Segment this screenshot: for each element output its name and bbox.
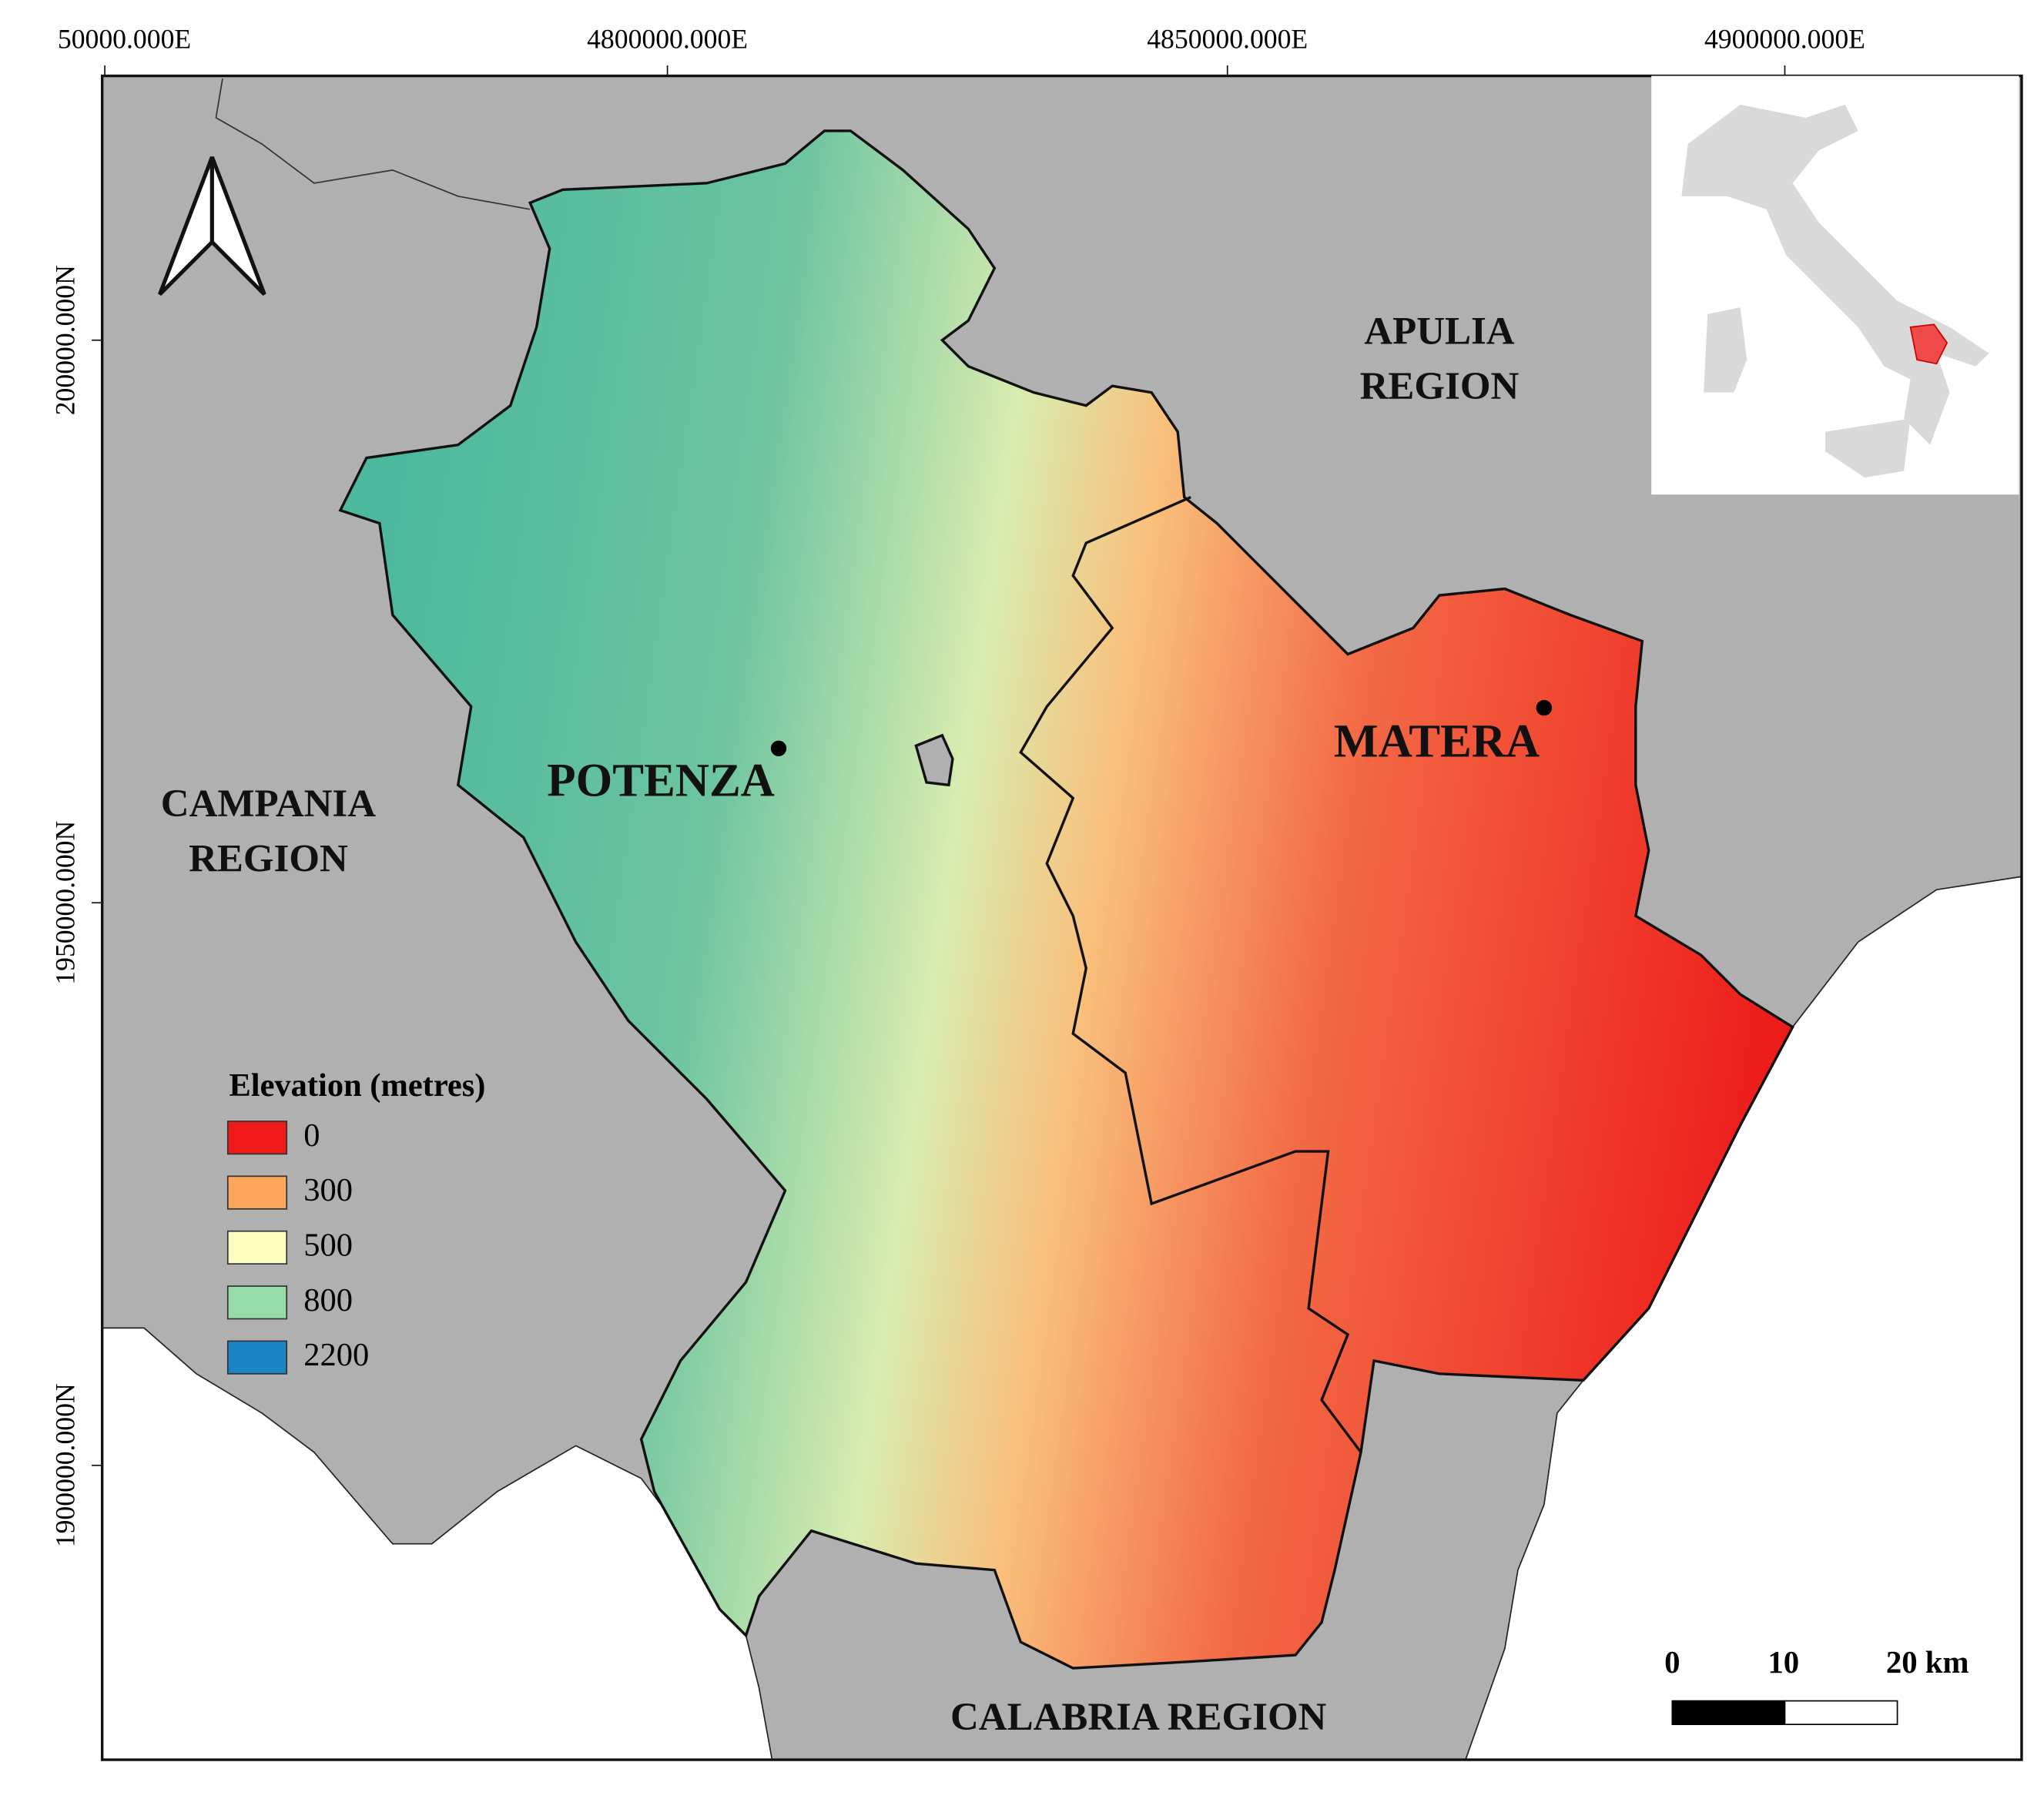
legend-label: 2200 xyxy=(303,1337,369,1373)
region-label: CAMPANIA xyxy=(161,782,376,826)
legend-swatch xyxy=(226,1340,288,1375)
inset-italy xyxy=(1681,104,1989,445)
grid-label: 4850000.000E xyxy=(1147,24,1308,55)
legend-swatch xyxy=(226,1230,288,1265)
scale-bar-label: 10 xyxy=(1768,1645,1799,1680)
legend-swatch xyxy=(226,1175,288,1210)
sea xyxy=(101,1327,773,1760)
legend-label: 800 xyxy=(303,1282,353,1318)
map-frame xyxy=(100,74,2023,1761)
grid-label: 4900000.000E xyxy=(1704,24,1865,55)
province-border xyxy=(1019,496,1362,1453)
legend-label: 500 xyxy=(303,1228,353,1264)
city-label: POTENZA xyxy=(547,754,775,806)
scale-bar-segment xyxy=(1671,1700,1786,1726)
city-label: MATERA xyxy=(1334,715,1540,767)
scale-bar-label: 0 xyxy=(1664,1645,1680,1680)
legend-label: 0 xyxy=(303,1117,320,1154)
legend-swatch xyxy=(226,1285,288,1320)
city-dot xyxy=(1536,699,1553,716)
inset-basilicata xyxy=(1909,323,1949,365)
enclave xyxy=(914,733,954,787)
region-border xyxy=(215,78,531,210)
north-arrow xyxy=(158,156,266,296)
region-label: REGION xyxy=(1360,365,1520,408)
grid-label: 200000.000N xyxy=(50,265,81,415)
north-arrow-right xyxy=(209,156,266,296)
grid-label: 4800000.000E xyxy=(587,24,748,55)
region-label: APULIA xyxy=(1364,310,1515,353)
legend-title: Elevation (metres) xyxy=(229,1067,485,1104)
scale-bar-segment xyxy=(1784,1700,1898,1726)
inset-map xyxy=(1651,75,2019,495)
grid-label: 1950000.000N xyxy=(50,821,81,985)
basilicata-elevation xyxy=(338,129,1794,1670)
grid-label: 50000.000E xyxy=(58,24,191,55)
region-label: REGION xyxy=(189,837,348,880)
inset-sardinia xyxy=(1704,307,1747,393)
inset-sicily xyxy=(1825,418,1911,478)
legend-swatch xyxy=(226,1121,288,1155)
grid-label: 1900000.000N xyxy=(50,1383,81,1547)
legend-label: 300 xyxy=(303,1172,353,1208)
city-dot xyxy=(770,740,787,756)
scale-bar-label: 20 km xyxy=(1886,1645,1969,1680)
region-label: CALABRIA REGION xyxy=(950,1696,1327,1739)
